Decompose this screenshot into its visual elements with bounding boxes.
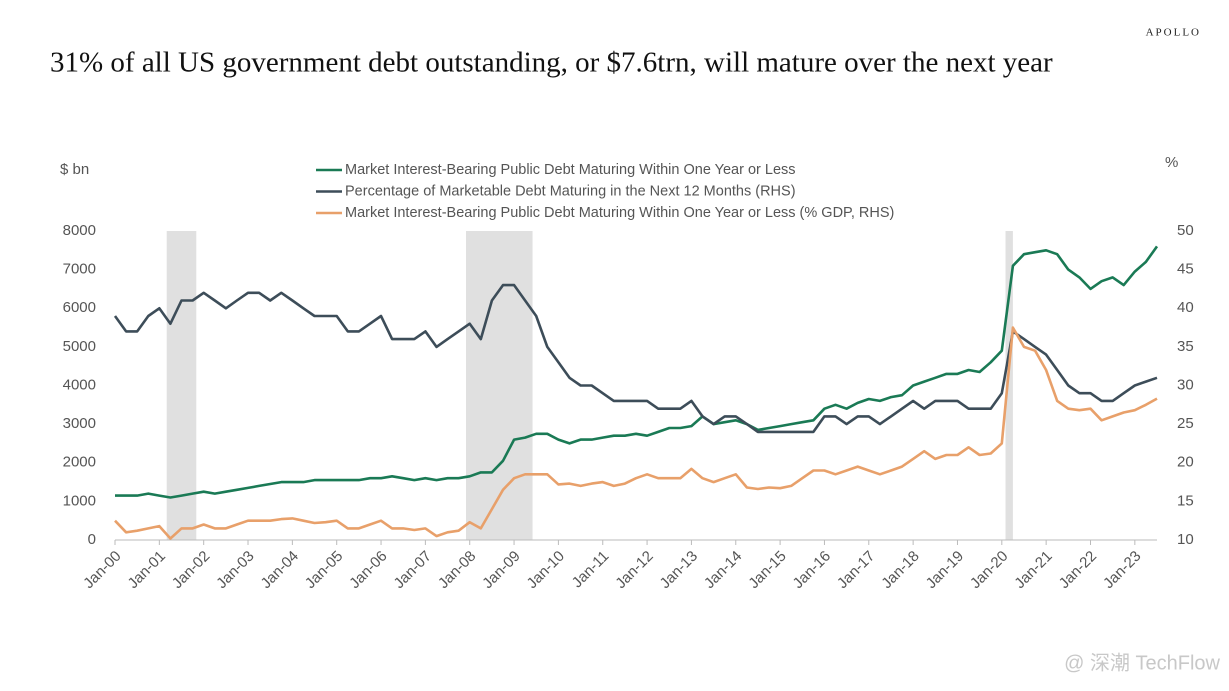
x-tick-label: Jan-07 (391, 548, 435, 592)
y2-tick-label: 50 (1177, 222, 1194, 239)
y2-tick-label: 45 (1177, 261, 1194, 278)
x-tick-label: Jan-15 (745, 548, 789, 592)
legend-label: Percentage of Marketable Debt Maturing i… (345, 183, 796, 199)
x-tick-label: Jan-14 (701, 548, 745, 592)
x-tick-label: Jan-21 (1011, 548, 1055, 592)
x-tick-label: Jan-02 (169, 548, 213, 592)
x-tick-label: Jan-06 (346, 548, 390, 592)
series-line (114, 326, 1158, 540)
series-line (113, 283, 1158, 434)
x-tick-label: Jan-09 (479, 548, 523, 592)
brand: APOLLO (1146, 27, 1201, 39)
x-tick-label: Jan-22 (1056, 548, 1100, 592)
x-tick-label: Jan-12 (612, 548, 656, 592)
x-tick-label: Jan-10 (524, 548, 568, 592)
y2-tick-label: 40 (1177, 299, 1194, 316)
legend-label: Market Interest-Bearing Public Debt Matu… (345, 205, 894, 221)
x-tick-label: Jan-03 (213, 548, 257, 592)
y-tick-label: 3000 (63, 415, 96, 432)
y-tick-label: 5000 (63, 338, 96, 355)
x-tick-label: Jan-13 (657, 548, 701, 592)
chart-title: 31% of all US government debt outstandin… (50, 47, 1053, 79)
y2-axis-label: % (1165, 154, 1178, 171)
x-tick-label: Jan-16 (790, 548, 834, 592)
y2-tick-label: 15 (1177, 492, 1194, 509)
y2-tick-label: 20 (1177, 454, 1194, 471)
y2-tick-label: 30 (1177, 376, 1194, 393)
y-tick-label: 7000 (63, 261, 96, 278)
series-line (115, 245, 1159, 499)
y-tick-label: 2000 (63, 454, 96, 471)
x-tick-label: Jan-17 (834, 548, 878, 592)
y2-tick-label: 25 (1177, 415, 1194, 432)
y-tick-label: 0 (88, 531, 96, 548)
x-tick-label: Jan-00 (80, 548, 124, 592)
y-tick-label: 8000 (63, 222, 96, 239)
y-tick-label: 1000 (63, 492, 96, 509)
x-tick-label: Jan-20 (967, 548, 1011, 592)
x-tick-label: Jan-01 (125, 548, 169, 592)
y2-tick-label: 10 (1177, 531, 1194, 548)
recession-shade (1005, 231, 1013, 540)
y-tick-label: 4000 (63, 376, 96, 393)
y-tick-label: 6000 (63, 299, 96, 316)
recession-shade (166, 231, 197, 540)
y-axis-label: $ bn (60, 161, 89, 178)
x-tick-label: Jan-23 (1100, 548, 1144, 592)
watermark: @ 深潮 TechFlow (1064, 651, 1220, 674)
x-tick-label: Jan-11 (569, 548, 613, 592)
x-tick-label: Jan-18 (878, 548, 922, 592)
x-tick-label: Jan-19 (923, 548, 967, 592)
x-tick-label: Jan-04 (258, 548, 302, 592)
x-tick-label: Jan-05 (302, 548, 346, 592)
legend-label: Market Interest-Bearing Public Debt Matu… (345, 162, 796, 178)
recession-shade (466, 231, 533, 540)
y2-tick-label: 35 (1177, 338, 1194, 355)
x-tick-label: Jan-08 (435, 548, 479, 592)
